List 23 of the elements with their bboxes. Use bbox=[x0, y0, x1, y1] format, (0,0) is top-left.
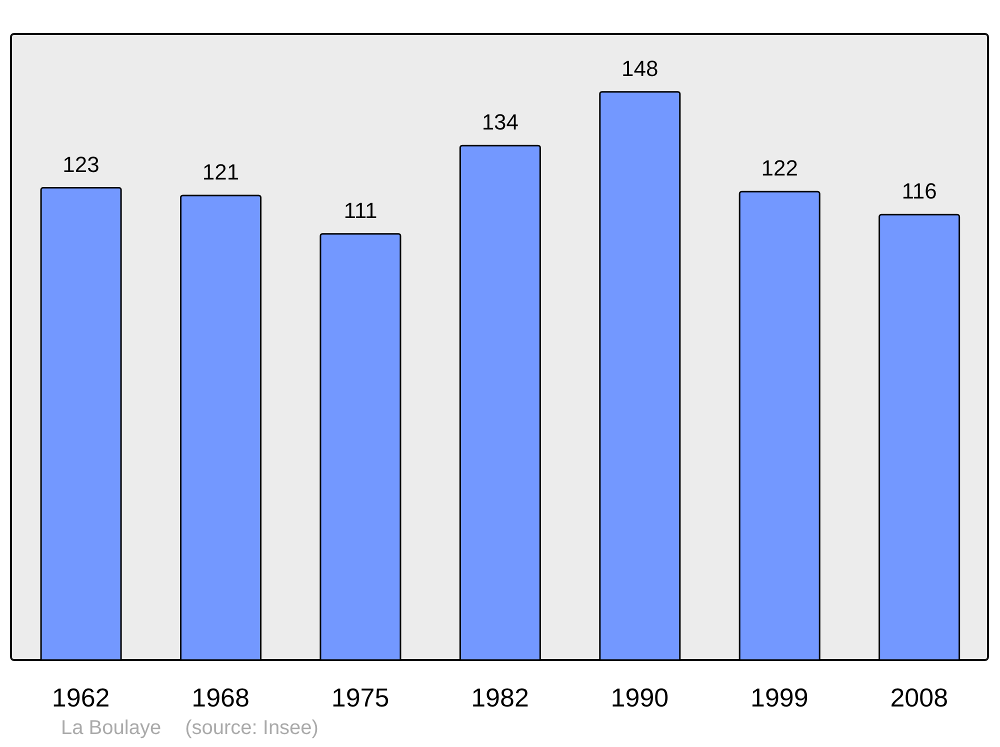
data-label: 116 bbox=[902, 178, 937, 204]
bar bbox=[738, 190, 820, 661]
data-label: 121 bbox=[202, 159, 240, 184]
bar bbox=[459, 144, 541, 661]
bar bbox=[599, 91, 681, 661]
text: La Boulaye bbox=[61, 717, 162, 739]
bar bbox=[320, 233, 402, 661]
data-label: 148 bbox=[622, 56, 658, 81]
x-tick-label: 1990 bbox=[610, 682, 669, 712]
x-tick-label: 1975 bbox=[331, 682, 390, 712]
x-tick-label: 1982 bbox=[471, 682, 529, 712]
bar bbox=[40, 187, 122, 661]
bar bbox=[878, 214, 960, 661]
x-tick-label: 2008 bbox=[890, 682, 948, 712]
data-label: 111 bbox=[344, 198, 378, 223]
data-label: 134 bbox=[482, 110, 519, 135]
text: (source: Insee) bbox=[185, 717, 318, 739]
data-label: 122 bbox=[761, 156, 798, 181]
bar bbox=[180, 194, 262, 661]
x-tick-label: 1968 bbox=[192, 682, 250, 712]
x-tick-label: 1999 bbox=[750, 682, 808, 712]
x-tick-label: 1962 bbox=[52, 682, 110, 712]
data-label: 123 bbox=[62, 152, 100, 177]
